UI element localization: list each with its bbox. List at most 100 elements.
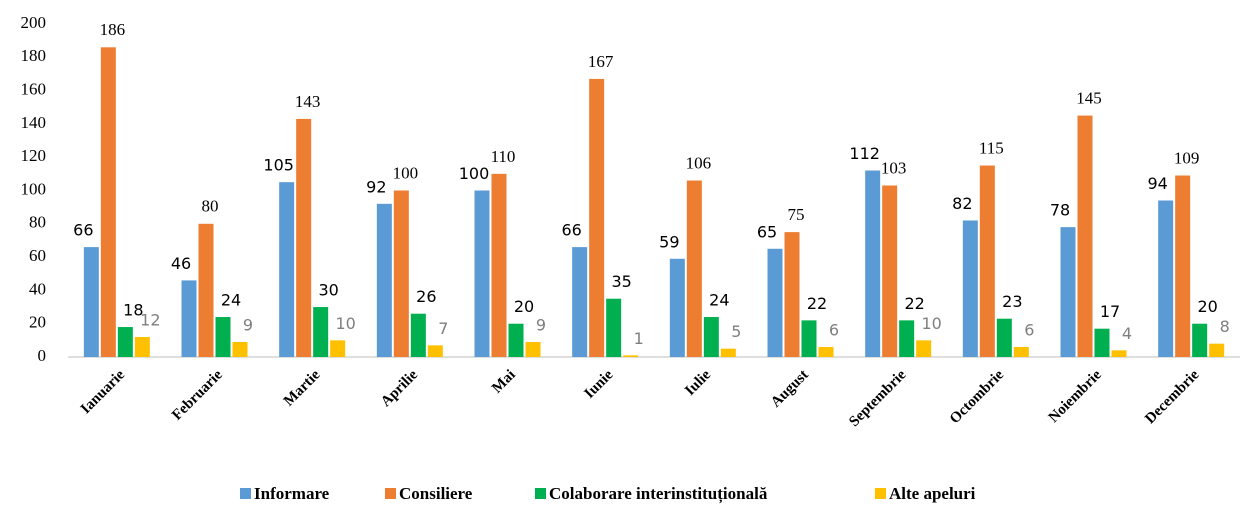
bar <box>865 170 881 357</box>
bar <box>899 320 915 357</box>
data-label: 8 <box>1220 317 1230 336</box>
bar <box>767 248 783 357</box>
bar <box>215 317 231 357</box>
data-label: 18 <box>123 301 143 320</box>
legend-label: Colaborare interinstituțională <box>549 484 768 504</box>
bar <box>232 342 248 357</box>
legend-label: Alte apeluri <box>889 484 976 503</box>
data-label: 82 <box>952 194 972 213</box>
y-tick-label: 120 <box>21 146 47 165</box>
y-tick-label: 0 <box>38 346 47 365</box>
bar <box>376 203 392 357</box>
data-label: 167 <box>588 52 614 71</box>
data-label: 100 <box>393 163 419 182</box>
data-label: 92 <box>366 177 386 196</box>
bar <box>572 247 588 357</box>
bar <box>784 232 800 357</box>
bar <box>100 47 116 358</box>
legend-swatch <box>385 488 396 499</box>
bar <box>962 220 978 357</box>
bar <box>83 247 99 357</box>
bar <box>1209 343 1225 357</box>
x-tick-label: Ianuarie <box>78 367 128 417</box>
data-label: 66 <box>73 221 93 240</box>
x-tick-label: August <box>768 367 812 411</box>
y-tick-label: 20 <box>29 313 46 332</box>
bar <box>198 223 214 357</box>
data-label: 4 <box>1122 324 1132 343</box>
data-label: 106 <box>686 153 712 172</box>
bar <box>720 348 736 357</box>
y-tick-label: 140 <box>21 113 47 132</box>
bar <box>508 323 524 357</box>
data-label: 94 <box>1147 174 1167 193</box>
data-label: 143 <box>295 92 321 111</box>
legend-label: Consiliere <box>399 484 473 503</box>
x-tick-label: Februarie <box>169 367 226 424</box>
data-label: 20 <box>1197 297 1217 316</box>
x-tick-label: Mai <box>489 367 519 397</box>
bar <box>996 318 1012 357</box>
data-label: 12 <box>140 311 160 330</box>
data-label: 78 <box>1050 201 1070 220</box>
data-label: 20 <box>514 297 534 316</box>
bar <box>686 180 702 357</box>
data-label: 26 <box>416 287 436 306</box>
bar <box>279 182 295 357</box>
x-tick-label: Noiembrie <box>1046 367 1105 426</box>
bar <box>818 347 834 357</box>
bar <box>330 340 346 357</box>
bar <box>427 345 443 357</box>
x-tick-label: Iunie <box>582 367 617 402</box>
data-label: 115 <box>979 138 1004 157</box>
bar <box>703 317 719 357</box>
bar <box>589 78 605 357</box>
data-label: 22 <box>904 294 924 313</box>
bar <box>491 173 507 357</box>
bar <box>117 327 133 357</box>
data-label: 65 <box>757 222 777 241</box>
bar <box>313 307 329 357</box>
data-label: 6 <box>1024 321 1034 340</box>
data-label: 80 <box>202 197 219 216</box>
data-label: 9 <box>536 316 546 335</box>
bar <box>801 320 817 357</box>
y-tick-label: 200 <box>21 13 47 32</box>
x-tick-label: Martie <box>281 367 324 410</box>
bar <box>1111 350 1127 357</box>
data-label: 145 <box>1076 88 1102 107</box>
bar <box>134 337 150 357</box>
bar <box>1192 323 1208 357</box>
bar <box>1094 328 1110 357</box>
bar <box>606 298 622 357</box>
y-tick-label: 180 <box>21 46 47 65</box>
y-tick-label: 100 <box>21 179 47 198</box>
bar <box>1013 347 1029 357</box>
data-label: 24 <box>221 291 241 310</box>
data-label: 22 <box>807 294 827 313</box>
y-tick-label: 160 <box>21 80 47 99</box>
bar <box>1060 227 1076 357</box>
data-label: 100 <box>459 164 490 183</box>
bar <box>474 190 490 357</box>
data-label: 105 <box>263 156 294 175</box>
bar <box>393 190 409 357</box>
legend-swatch <box>875 488 886 499</box>
data-label: 7 <box>438 319 448 338</box>
legend-swatch <box>535 488 546 499</box>
x-tick-label: Decembrie <box>1142 367 1202 427</box>
data-label: 35 <box>611 272 631 291</box>
data-label: 109 <box>1174 148 1200 167</box>
data-label: 30 <box>318 281 338 300</box>
x-tick-label: Aprilie <box>378 367 421 410</box>
data-label: 23 <box>1002 292 1022 311</box>
data-label: 24 <box>709 291 729 310</box>
data-label: 5 <box>731 322 741 341</box>
bar <box>623 355 639 357</box>
data-label: 10 <box>335 314 355 333</box>
data-label: 46 <box>171 254 191 273</box>
data-label: 6 <box>829 321 839 340</box>
data-label: 75 <box>788 205 805 224</box>
bar <box>1158 200 1174 357</box>
